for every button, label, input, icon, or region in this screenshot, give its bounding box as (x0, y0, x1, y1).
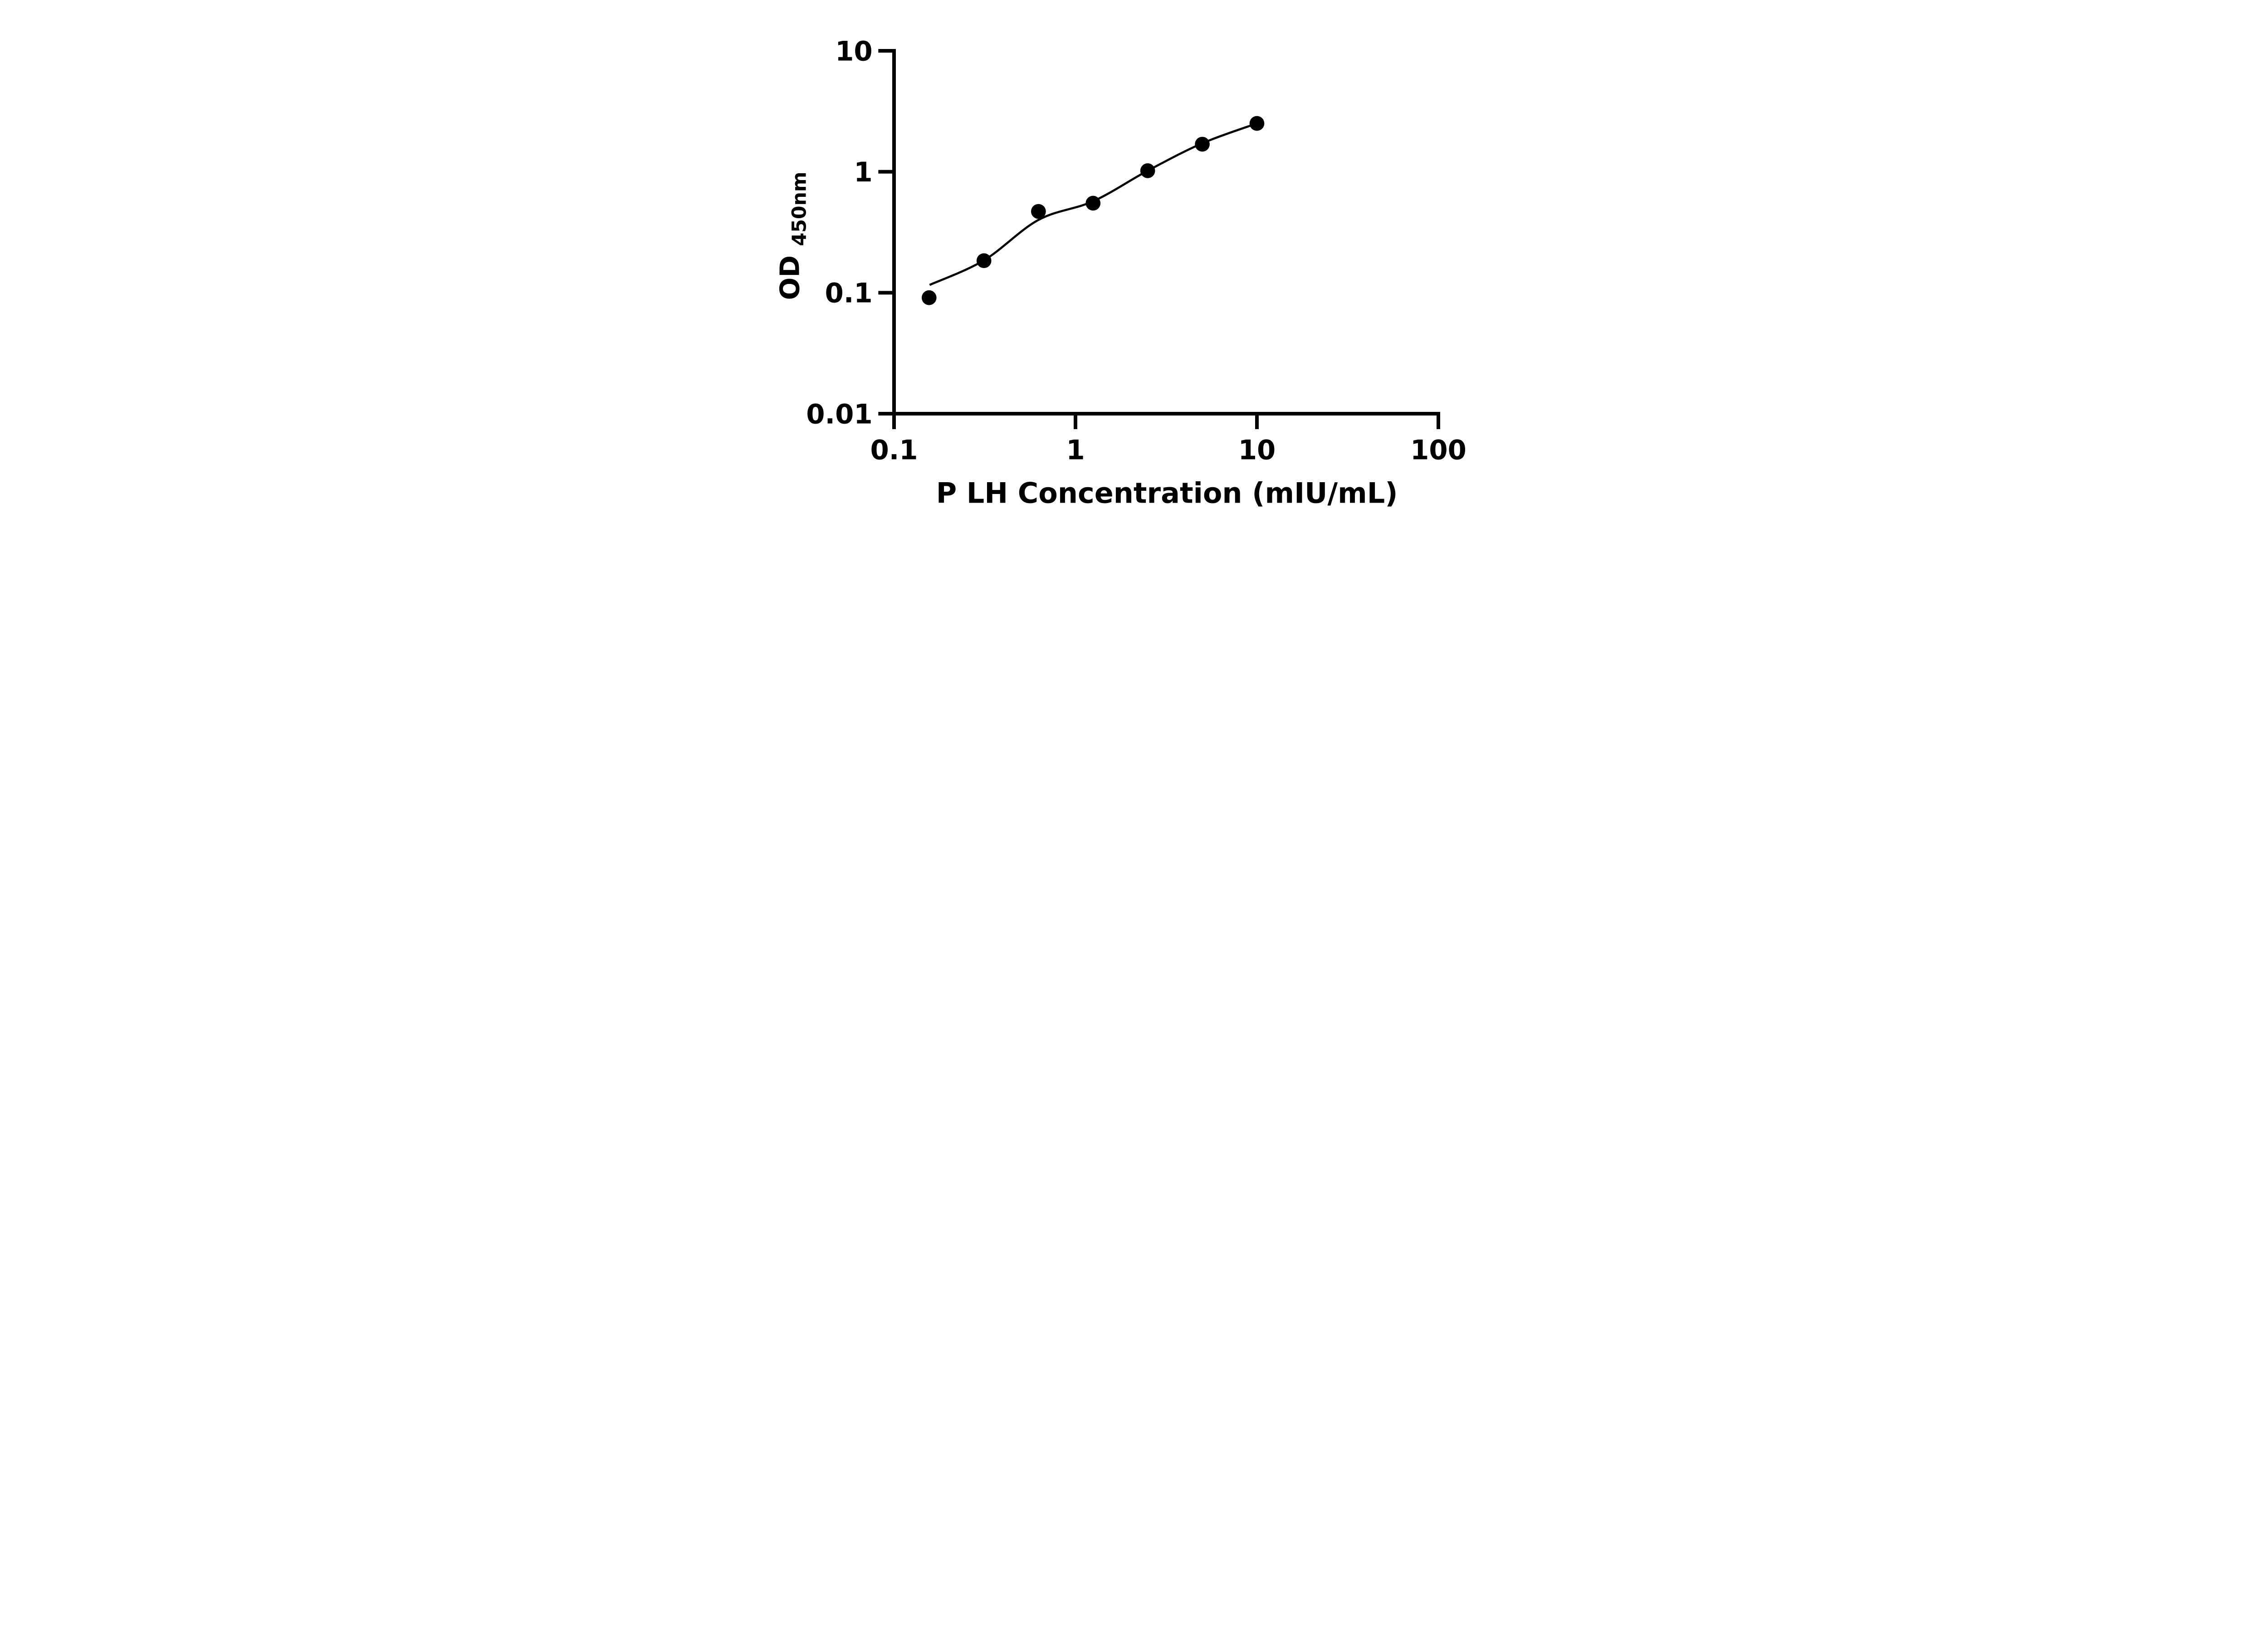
data-points-layer (921, 116, 1265, 305)
axes (892, 49, 1440, 416)
data-point (1249, 116, 1265, 131)
y-tick-label: 0.01 (806, 398, 872, 430)
y-axis-title-subscript: 450nm (788, 172, 811, 246)
axis-tick-labels: 0.01 0.1 1 10 0.1 1 10 100 (806, 35, 1466, 465)
y-axis-title: OD 450nm (775, 172, 811, 300)
axis-ticks (878, 49, 1440, 429)
x-axis-title: P LH Concentration (mIU/mL) (936, 476, 1398, 509)
data-point (1031, 204, 1046, 219)
data-point (921, 290, 937, 305)
x-tick-label: 0.1 (870, 434, 918, 465)
standard-curve-chart: 0.01 0.1 1 10 0.1 1 10 100 P LH Concentration (… (746, 0, 1522, 544)
x-tick-label: 10 (1238, 434, 1276, 465)
x-tick-label: 100 (1410, 434, 1466, 465)
y-tick-label: 0.1 (825, 278, 873, 309)
data-point (1140, 163, 1155, 178)
y-tick-label: 10 (835, 35, 873, 67)
standard-curve-figure: 0.01 0.1 1 10 0.1 1 10 100 P LH Concentration (… (746, 0, 1522, 544)
y-tick-label: 1 (854, 156, 872, 188)
y-axis-title-main: OD (775, 255, 806, 300)
data-point (976, 253, 992, 269)
x-tick-label: 1 (1066, 434, 1085, 465)
data-point (1085, 196, 1101, 211)
data-point (1195, 137, 1210, 152)
